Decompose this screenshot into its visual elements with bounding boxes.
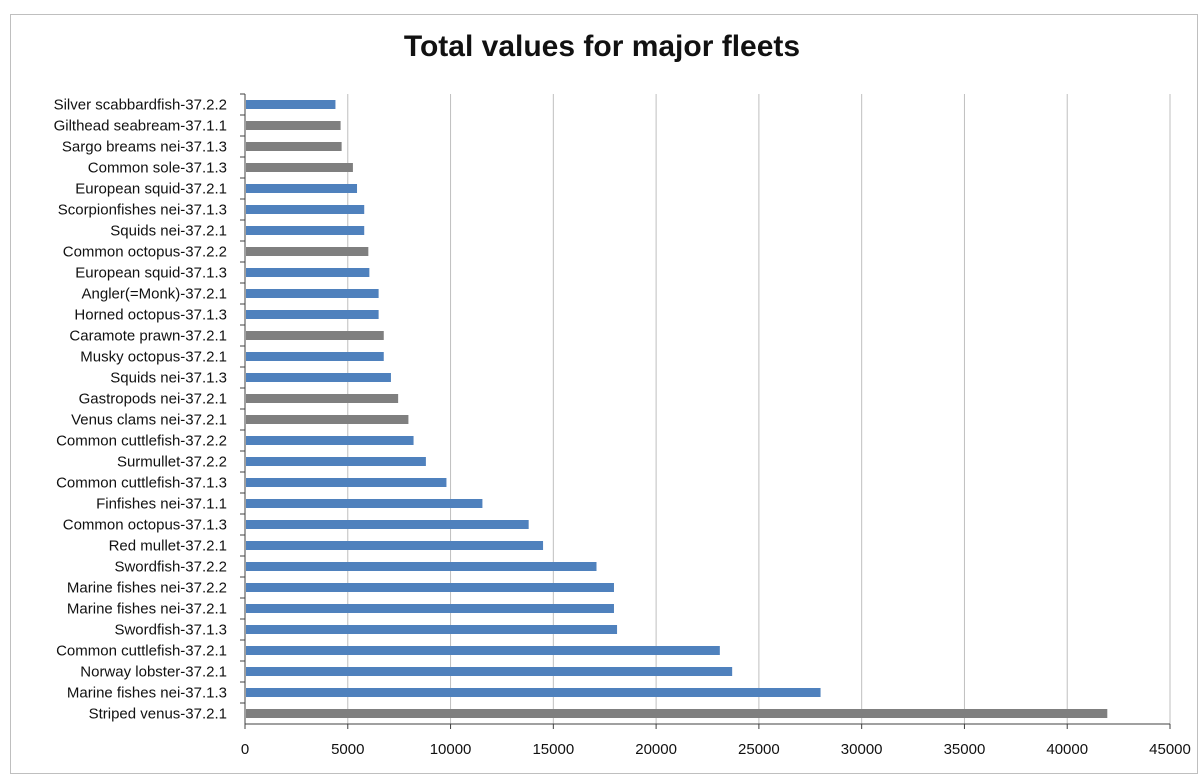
category-label: European squid-37.1.3 <box>75 265 227 282</box>
x-tick-label: 30000 <box>841 741 883 758</box>
bar <box>246 142 342 151</box>
bar <box>246 394 399 403</box>
category-label: European squid-37.2.1 <box>75 181 227 198</box>
bar <box>246 268 370 277</box>
category-label: Squids nei-37.2.1 <box>110 223 227 240</box>
category-label: Caramote prawn-37.2.1 <box>69 328 227 345</box>
category-label: Common sole-37.1.3 <box>88 160 227 177</box>
category-label: Horned octopus-37.1.3 <box>74 307 227 324</box>
bar <box>246 184 358 193</box>
bar <box>246 415 409 424</box>
category-label: Common cuttlefish-37.2.2 <box>56 433 227 450</box>
category-label: Musky octopus-37.2.1 <box>80 349 227 366</box>
bar <box>246 583 614 592</box>
bar <box>246 205 365 214</box>
category-label: Surmullet-37.2.2 <box>117 454 227 471</box>
category-label: Gastropods nei-37.2.1 <box>79 391 227 408</box>
bar <box>246 331 384 340</box>
bar <box>246 436 414 445</box>
category-label: Squids nei-37.1.3 <box>110 370 227 387</box>
x-tick-label: 20000 <box>635 741 677 758</box>
bar <box>246 625 618 634</box>
category-label: Venus clams nei-37.2.1 <box>71 412 227 429</box>
category-label: Red mullet-37.2.1 <box>109 538 227 555</box>
chart-title: Total values for major fleets <box>403 30 801 63</box>
category-labels: Silver scabbardfish-37.2.2 Gilthead seabr… <box>54 97 227 723</box>
gridlines <box>347 94 1171 724</box>
bar <box>246 478 447 487</box>
bar <box>246 289 379 298</box>
category-label: Finfishes nei-37.1.1 <box>96 496 227 513</box>
x-tick-label: 35000 <box>944 741 986 758</box>
category-label: Common octopus-37.1.3 <box>63 517 227 534</box>
bars <box>246 100 1108 718</box>
category-label: Scorpionfishes nei-37.1.3 <box>58 202 227 219</box>
bar <box>246 247 369 256</box>
x-tick-label: 45000 <box>1149 741 1191 758</box>
bar <box>246 604 614 613</box>
category-label: Silver scabbardfish-37.2.2 <box>54 97 227 114</box>
x-tick-label: 40000 <box>1046 741 1088 758</box>
category-label: Common cuttlefish-37.2.1 <box>56 643 227 660</box>
bar <box>246 352 384 361</box>
category-label: Norway lobster-37.2.1 <box>80 664 227 681</box>
x-tick-label: 25000 <box>738 741 780 758</box>
category-label: Marine fishes nei-37.2.1 <box>67 601 227 618</box>
category-label: Common octopus-37.2.2 <box>63 244 227 261</box>
bar <box>246 373 391 382</box>
bar <box>246 100 336 109</box>
category-label: Marine fishes nei-37.2.2 <box>67 580 227 597</box>
bar <box>246 667 733 676</box>
category-label: Sargo breams nei-37.1.3 <box>62 139 227 156</box>
x-tick-labels: 0 5000 10000 15000 20000 25000 30000 35000 40000… <box>241 741 1191 758</box>
bar <box>246 709 1108 718</box>
x-tick-label: 10000 <box>430 741 472 758</box>
category-label: Swordfish-37.2.2 <box>114 559 227 576</box>
category-label: Gilthead seabream-37.1.1 <box>54 118 227 135</box>
axes <box>240 93 1171 729</box>
category-label: Striped venus-37.2.1 <box>89 706 227 723</box>
category-label: Marine fishes nei-37.1.3 <box>67 685 227 702</box>
category-label: Swordfish-37.1.3 <box>114 622 227 639</box>
bar <box>246 562 597 571</box>
bar <box>246 646 720 655</box>
bar <box>246 541 544 550</box>
bar <box>246 163 353 172</box>
bar <box>246 499 483 508</box>
category-label: Angler(=Monk)-37.2.1 <box>82 286 228 303</box>
bar <box>246 226 365 235</box>
x-tick-label: 0 <box>241 741 249 758</box>
bar <box>246 457 426 466</box>
category-label: Common cuttlefish-37.1.3 <box>56 475 227 492</box>
x-tick-label: 15000 <box>532 741 574 758</box>
x-tick-label: 5000 <box>331 741 364 758</box>
bar <box>246 310 379 319</box>
bar <box>246 688 821 697</box>
bar <box>246 520 529 529</box>
bar <box>246 121 341 130</box>
